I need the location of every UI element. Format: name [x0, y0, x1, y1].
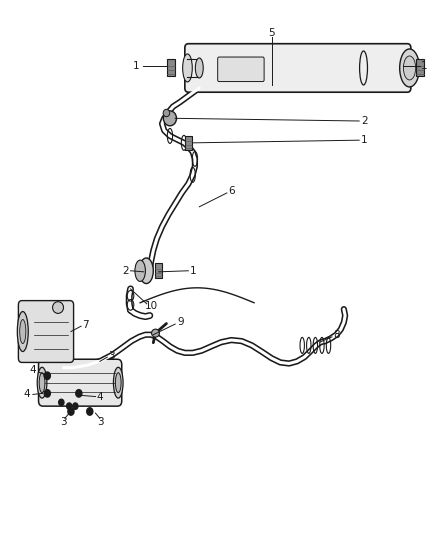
- Text: 1: 1: [190, 266, 197, 276]
- Circle shape: [73, 403, 78, 409]
- Ellipse shape: [20, 320, 26, 344]
- Circle shape: [44, 390, 50, 397]
- Text: 6: 6: [228, 186, 235, 196]
- FancyBboxPatch shape: [18, 301, 74, 362]
- Text: 1: 1: [361, 135, 368, 145]
- Ellipse shape: [152, 329, 159, 337]
- Text: 2: 2: [122, 266, 129, 276]
- Ellipse shape: [403, 56, 416, 80]
- Circle shape: [44, 372, 50, 379]
- Ellipse shape: [18, 311, 28, 352]
- Ellipse shape: [399, 49, 419, 87]
- Text: 9: 9: [177, 318, 184, 327]
- Ellipse shape: [163, 111, 177, 126]
- Text: 5: 5: [268, 28, 275, 38]
- Circle shape: [68, 408, 74, 415]
- FancyBboxPatch shape: [185, 44, 411, 92]
- Circle shape: [59, 399, 64, 406]
- Ellipse shape: [135, 260, 145, 281]
- FancyBboxPatch shape: [218, 57, 264, 82]
- Ellipse shape: [139, 258, 153, 284]
- Ellipse shape: [53, 302, 64, 313]
- Circle shape: [67, 403, 72, 409]
- Text: 1: 1: [420, 61, 427, 71]
- Text: 2: 2: [361, 116, 368, 126]
- Text: 4: 4: [96, 392, 103, 401]
- Text: 3: 3: [60, 417, 67, 427]
- Circle shape: [87, 408, 93, 415]
- Circle shape: [76, 390, 82, 397]
- FancyBboxPatch shape: [39, 359, 122, 406]
- Ellipse shape: [116, 373, 121, 393]
- Ellipse shape: [37, 367, 47, 398]
- Text: 1: 1: [132, 61, 139, 71]
- Ellipse shape: [183, 54, 192, 82]
- Ellipse shape: [39, 373, 45, 393]
- Ellipse shape: [113, 367, 123, 398]
- Text: 3: 3: [97, 417, 104, 427]
- Ellipse shape: [195, 58, 203, 78]
- Text: 10: 10: [145, 302, 158, 311]
- Text: 3: 3: [108, 351, 115, 361]
- Text: 8: 8: [333, 330, 340, 340]
- Bar: [167, 60, 175, 77]
- Text: 4: 4: [29, 366, 36, 375]
- Ellipse shape: [163, 109, 170, 117]
- Bar: [185, 136, 192, 150]
- Text: 4: 4: [24, 390, 31, 399]
- Bar: [416, 60, 424, 77]
- Bar: [155, 263, 162, 278]
- Text: 7: 7: [82, 320, 89, 330]
